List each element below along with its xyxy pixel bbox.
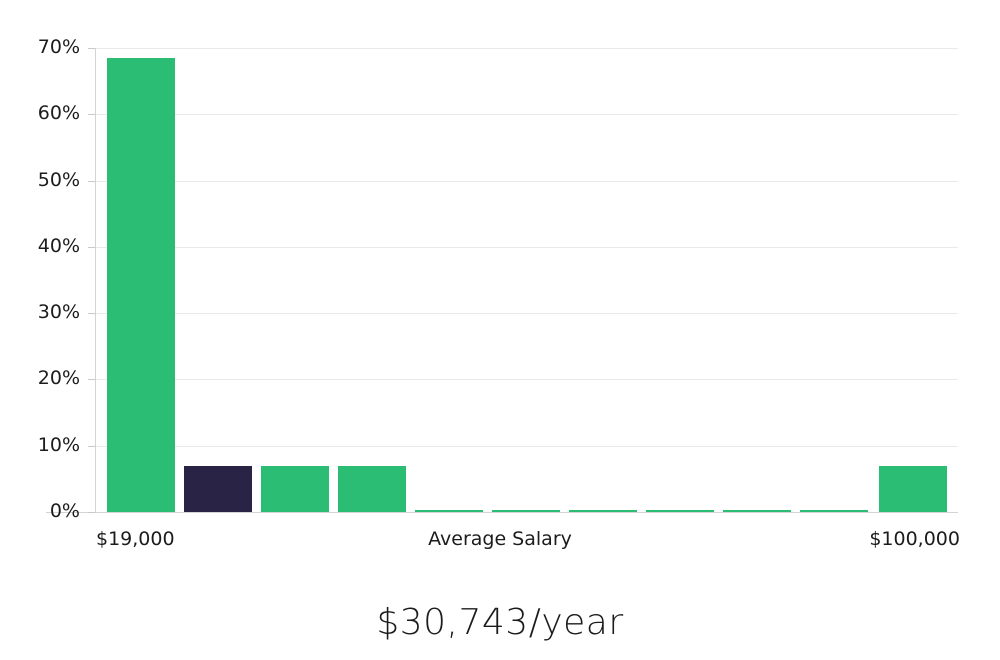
bar[interactable] (646, 510, 714, 512)
y-axis-tick-label: 20% (37, 367, 80, 390)
x-axis-max-label: $100,000 (869, 528, 960, 550)
y-axis-tick-label: 60% (37, 102, 80, 125)
y-axis-tick (88, 512, 95, 513)
gridline (95, 48, 958, 49)
bar[interactable] (879, 465, 947, 512)
x-axis-spine (46, 512, 958, 513)
bar-highlighted[interactable] (184, 465, 252, 512)
gridline (95, 114, 958, 116)
y-axis-tick-label: 40% (37, 234, 80, 257)
bar[interactable] (800, 510, 868, 512)
y-axis-tick-label: 0% (49, 500, 80, 522)
bar[interactable] (569, 510, 637, 512)
y-axis-tick (88, 48, 95, 49)
y-axis-tick-label: 30% (37, 301, 80, 324)
y-axis-tick (88, 379, 95, 381)
y-axis-tick (88, 313, 95, 315)
gridline (95, 379, 958, 381)
y-axis-tick (88, 114, 95, 116)
gridline (95, 313, 958, 315)
x-axis-min-label: $19,000 (96, 528, 175, 550)
bar[interactable] (107, 57, 175, 512)
y-axis-spine (95, 48, 96, 512)
average-salary-caption: $30,743/year (376, 602, 624, 643)
y-axis-tick (88, 445, 95, 447)
y-axis-tick (88, 180, 95, 182)
x-axis-title: Average Salary (428, 528, 572, 550)
bar[interactable] (338, 465, 406, 512)
bar[interactable] (415, 510, 483, 512)
plot-area (95, 40, 958, 512)
bar[interactable] (261, 465, 329, 512)
bar[interactable] (492, 510, 560, 512)
bar[interactable] (723, 510, 791, 512)
y-axis-tick (88, 246, 95, 248)
gridline (95, 246, 958, 248)
gridline (95, 445, 958, 447)
gridline (95, 180, 958, 182)
y-axis-tick-label: 50% (37, 168, 80, 191)
y-axis-tick-label: 10% (37, 433, 80, 456)
y-axis-tick-label: 70% (37, 36, 80, 58)
